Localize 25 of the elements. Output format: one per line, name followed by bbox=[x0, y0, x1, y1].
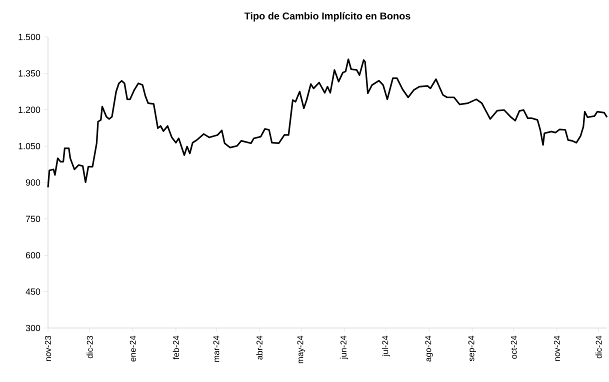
y-tick-label: 450 bbox=[26, 288, 40, 295]
y-tick-label: 1.350 bbox=[18, 70, 40, 77]
x-tick-label: jun-24 bbox=[340, 336, 348, 360]
x-tick-label: may-24 bbox=[297, 336, 305, 364]
chart-title: Tipo de Cambio Implícito en Bonos bbox=[244, 12, 410, 22]
x-tick-label: nov-23 bbox=[45, 336, 51, 361]
x-tick-label: abr-24 bbox=[256, 336, 262, 360]
y-tick-label: 600 bbox=[26, 252, 40, 258]
x-tick-label: nov-24 bbox=[554, 336, 560, 361]
x-tick-label: oct-24 bbox=[510, 336, 517, 359]
y-tick-label: 900 bbox=[26, 179, 40, 186]
x-tick-label: dic-24 bbox=[596, 336, 602, 358]
y-tick-label: 1.500 bbox=[18, 34, 40, 40]
x-tick-label: feb-24 bbox=[172, 336, 180, 360]
x-tick-label: ene-24 bbox=[130, 336, 136, 362]
y-tick-label: 1.200 bbox=[18, 106, 40, 113]
x-tick-label: ago-24 bbox=[425, 336, 433, 362]
x-tick-label: sep-24 bbox=[468, 336, 476, 362]
line-series bbox=[47, 58, 608, 188]
x-tick-label: dic-23 bbox=[86, 336, 93, 358]
x-tick-label: mar-24 bbox=[213, 336, 220, 362]
y-tick-label: 750 bbox=[26, 216, 40, 222]
x-tick-label: jul-24 bbox=[382, 336, 390, 356]
y-tick-label: 300 bbox=[26, 324, 40, 332]
y-tick-label: 1.050 bbox=[18, 142, 40, 150]
